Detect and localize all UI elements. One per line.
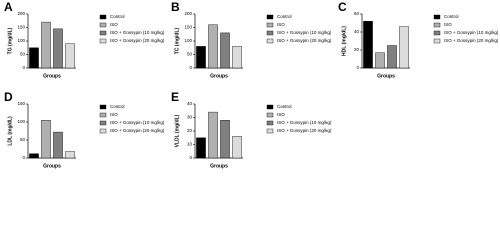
legend-swatch: [266, 120, 274, 126]
y-tick-label: 0: [22, 155, 25, 160]
legend-label: ISO + Gossypin (10 mg/kg): [277, 30, 332, 35]
legend-swatch: [266, 112, 274, 118]
legend-label: ISO + Gossypin (10 mg/kg): [110, 30, 165, 35]
bar: [399, 26, 409, 69]
bar: [196, 46, 206, 69]
legend-label: ISO + Gossypin (20 mg/kg): [110, 128, 165, 133]
legend-swatch: [266, 128, 274, 134]
legend-label: ISO: [277, 112, 285, 117]
bar: [41, 21, 51, 69]
legend-swatch: [433, 14, 441, 20]
legend-swatch: [266, 14, 274, 20]
y-tick-label: 40: [187, 101, 193, 106]
y-tick-label: 100: [17, 38, 25, 43]
y-tick-label: 100: [17, 119, 25, 124]
bar: [196, 137, 206, 159]
y-tick-label: 150: [184, 25, 192, 30]
bar: [220, 32, 230, 69]
bar: [41, 119, 51, 159]
y-tick-label: 50: [20, 52, 26, 57]
legend-label: ISO + Gossypin (20 mg/kg): [277, 128, 332, 133]
legend-label: Control: [277, 104, 292, 109]
x-axis-title: Groups: [43, 163, 61, 169]
legend-swatch: [433, 38, 441, 44]
bar: [53, 28, 63, 69]
bar: [53, 131, 63, 159]
legend-label: ISO + Gossypin (20 mg/kg): [110, 38, 165, 43]
legend-label: ISO + Gossypin (10 mg/kg): [277, 120, 332, 125]
x-axis-title: Groups: [377, 73, 395, 79]
legend-label: ISO + Gossypin (20 mg/kg): [277, 38, 332, 43]
y-axis-title: HDL (mg/dL): [341, 26, 347, 56]
y-tick-label: 200: [184, 11, 192, 16]
y-tick-label: 0: [189, 155, 192, 160]
figure: ATG (mg/dL)Groups050100150200ControlISOI…: [4, 0, 499, 169]
bar: [208, 24, 218, 69]
y-tick-label: 40: [354, 29, 360, 34]
y-axis-title: TG (mg/dL): [7, 27, 13, 54]
legend-label: ISO: [444, 22, 452, 27]
bar: [232, 46, 242, 69]
y-tick-label: 30: [187, 115, 193, 120]
y-tick-label: 200: [17, 11, 25, 16]
y-tick-label: 10: [187, 142, 193, 147]
legend-swatch: [433, 30, 441, 36]
y-tick-label: 0: [356, 65, 359, 70]
x-axis-title: Groups: [43, 73, 61, 79]
legend-swatch: [99, 14, 107, 20]
legend-swatch: [266, 30, 274, 36]
y-tick-label: 20: [187, 128, 193, 133]
legend-label: Control: [110, 14, 125, 19]
legend-label: Control: [110, 104, 125, 109]
bar: [387, 45, 397, 69]
y-tick-label: 20: [354, 47, 360, 52]
legend-label: ISO: [110, 112, 118, 117]
y-axis-title: LDL (mg/dL): [7, 116, 13, 146]
legend-swatch: [99, 112, 107, 118]
panel-label: A: [4, 0, 13, 14]
bar: [232, 136, 242, 159]
y-tick-label: 100: [184, 38, 192, 43]
y-tick-label: 0: [189, 65, 192, 70]
legend-swatch: [99, 38, 107, 44]
legend-label: ISO: [110, 22, 118, 27]
panel-label: D: [4, 90, 13, 104]
legend-swatch: [99, 22, 107, 28]
legend-label: ISO: [277, 22, 285, 27]
bar: [65, 151, 75, 159]
y-tick-label: 60: [354, 11, 360, 16]
legend-label: ISO + Gossypin (10 mg/kg): [110, 120, 165, 125]
bar: [363, 21, 373, 69]
panel-label: E: [171, 90, 179, 104]
y-axis-title: TC (mg/dL): [174, 27, 180, 54]
legend-swatch: [266, 104, 274, 110]
legend-swatch: [99, 104, 107, 110]
bar: [65, 43, 75, 69]
bar: [29, 153, 39, 159]
bar: [29, 47, 39, 69]
y-tick-label: 0: [22, 65, 25, 70]
bar: [220, 119, 230, 159]
panel-label: B: [171, 0, 180, 14]
panel-label: C: [338, 0, 347, 14]
legend-label: ISO + Gossypin (20 mg/kg): [444, 38, 499, 43]
legend-swatch: [99, 30, 107, 36]
y-tick-label: 150: [17, 25, 25, 30]
y-tick-label: 50: [187, 52, 193, 57]
legend-swatch: [433, 22, 441, 28]
legend-swatch: [266, 22, 274, 28]
bar: [375, 52, 385, 69]
legend-label: Control: [277, 14, 292, 19]
y-tick-label: 150: [17, 101, 25, 106]
x-axis-title: Groups: [210, 73, 228, 79]
y-tick-label: 50: [20, 137, 26, 142]
y-axis-title: VLDL (mg/dL): [174, 114, 180, 147]
legend-swatch: [266, 38, 274, 44]
legend-label: ISO + Gossypin (10 mg/kg): [444, 30, 499, 35]
legend-swatch: [99, 120, 107, 126]
legend-label: Control: [444, 14, 459, 19]
bar: [208, 111, 218, 159]
x-axis-title: Groups: [210, 163, 228, 169]
legend-swatch: [99, 128, 107, 134]
